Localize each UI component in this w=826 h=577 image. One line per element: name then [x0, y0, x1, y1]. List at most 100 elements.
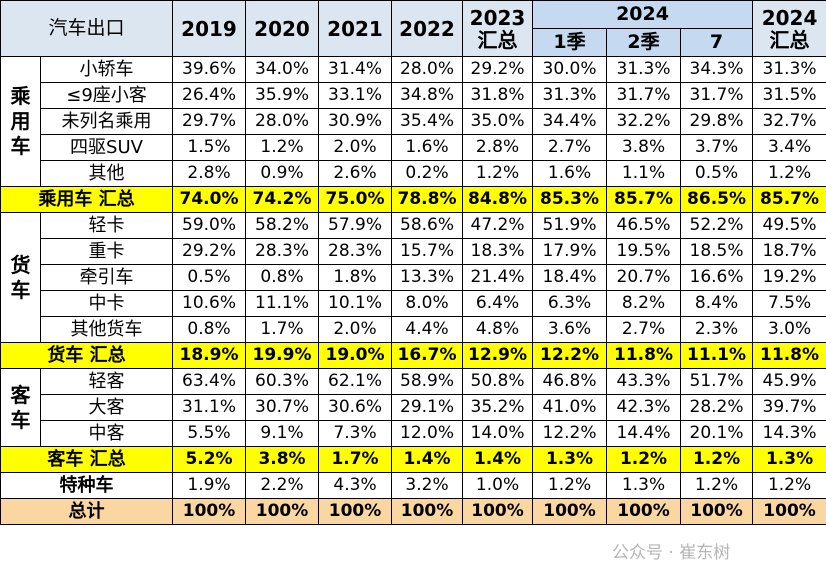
data-row: 牵引车 0.5% 0.8% 1.8% 13.3% 21.4% 18.4% 20.7% 16.6%… — [1, 264, 826, 291]
value-cell: 51.7% — [680, 368, 754, 395]
value-cell: 34.8% — [391, 82, 464, 109]
header-cell: 2019 — [172, 0, 247, 57]
value-cell: 28.3% — [318, 238, 393, 265]
value-cell: 3.0% — [752, 316, 826, 343]
value-cell: 31.5% — [752, 82, 826, 109]
header-cell: 2季 — [606, 28, 682, 57]
value-cell: 8.0% — [391, 290, 464, 317]
row-label: 乘用车 汇总 — [0, 186, 174, 213]
value-cell: 63.4% — [172, 368, 247, 395]
value-cell: 78.8% — [391, 186, 464, 213]
value-cell: 41.0% — [532, 394, 608, 421]
value-cell: 0.5% — [172, 264, 247, 291]
value-cell: 100% — [462, 498, 534, 525]
subtotal-row: 货车 汇总 18.9% 19.9% 19.0% 16.7% 12.9% 12.2% 11.8%… — [0, 342, 826, 369]
value-cell: 58.9% — [391, 368, 464, 395]
value-cell: 8.2% — [606, 290, 682, 317]
header-cell: 2024 汇总 — [752, 0, 826, 57]
header-cell: 1季 — [532, 28, 608, 57]
data-row: 中客 5.5% 9.1% 7.3% 12.0% 14.0% 12.2% 14.4% 20.1% 1… — [1, 420, 826, 447]
value-cell: 100% — [606, 498, 682, 525]
value-cell: 2.8% — [172, 160, 247, 187]
value-cell: 19.2% — [752, 264, 826, 291]
value-cell: 74.0% — [172, 186, 247, 213]
value-cell: 75.0% — [318, 186, 393, 213]
value-cell: 100% — [172, 498, 247, 525]
value-cell: 18.9% — [172, 342, 247, 369]
value-cell: 12.2% — [532, 342, 608, 369]
header-line: 2023 — [469, 5, 526, 30]
value-cell: 16.7% — [391, 342, 464, 369]
subtotal-row: 乘用车 汇总 74.0% 74.2% 75.0% 78.8% 84.8% 85.3% 85.7… — [0, 186, 826, 213]
value-cell: 1.2% — [752, 160, 826, 187]
value-cell: 59.0% — [172, 212, 247, 239]
value-cell: 100% — [391, 498, 464, 525]
value-cell: 35.2% — [462, 394, 534, 421]
value-cell: 1.6% — [391, 134, 464, 161]
value-cell: 100% — [318, 498, 393, 525]
watermark: 公众号 · 崔东树 — [612, 543, 731, 563]
row-label: 特种车 — [0, 472, 174, 499]
header-line: 2024 — [761, 5, 818, 30]
value-cell: 11.1% — [680, 342, 754, 369]
value-cell: 29.1% — [391, 394, 464, 421]
value-cell: 3.6% — [532, 316, 608, 343]
value-cell: 34.0% — [245, 56, 320, 83]
total-row: 总计 100% 100% 100% 100% 100% 100% 100% 100% 100% — [0, 498, 826, 525]
value-cell: 12.0% — [391, 420, 464, 447]
value-cell: 60.3% — [245, 368, 320, 395]
value-cell: 100% — [245, 498, 320, 525]
value-cell: 20.1% — [680, 420, 754, 447]
value-cell: 2.8% — [462, 134, 534, 161]
value-cell: 33.1% — [318, 82, 393, 109]
value-cell: 30.7% — [245, 394, 320, 421]
value-cell: 100% — [532, 498, 608, 525]
group-label: 货车 — [0, 212, 41, 343]
value-cell: 6.3% — [532, 290, 608, 317]
value-cell: 9.1% — [245, 420, 320, 447]
value-cell: 0.5% — [680, 160, 754, 187]
value-cell: 31.4% — [318, 56, 393, 83]
value-cell: 18.4% — [532, 264, 608, 291]
header-cell: 2023 汇总 — [462, 0, 534, 57]
value-cell: 42.3% — [606, 394, 682, 421]
export-share-table: 汽车出口 2019 2020 2021 2022 2023 汇总 2024 2024 汇总 1季 2季… — [0, 0, 826, 525]
value-cell: 18.7% — [752, 238, 826, 265]
value-cell: 14.4% — [606, 420, 682, 447]
value-cell: 0.8% — [172, 316, 247, 343]
row-label: 小轿车 — [39, 56, 174, 83]
value-cell: 14.3% — [752, 420, 826, 447]
data-row: 乘用车 小轿车 39.6% 34.0% 31.4% 28.0% 29.2% 30.0% 31.3… — [0, 56, 826, 187]
value-cell: 1.3% — [752, 446, 826, 473]
row-label: 重卡 — [39, 238, 174, 265]
value-cell: 10.6% — [172, 290, 247, 317]
value-cell: 2.6% — [318, 160, 393, 187]
value-cell: 7.5% — [752, 290, 826, 317]
header-row: 汽车出口 2019 2020 2021 2022 2023 汇总 2024 2024 汇总 — [0, 0, 826, 57]
value-cell: 5.2% — [172, 446, 247, 473]
value-cell: 58.6% — [391, 212, 464, 239]
value-cell: 31.1% — [172, 394, 247, 421]
value-cell: 31.3% — [606, 56, 682, 83]
value-cell: 30.0% — [532, 56, 608, 83]
value-cell: 31.7% — [606, 82, 682, 109]
value-cell: 35.0% — [462, 108, 534, 135]
value-cell: 4.8% — [462, 316, 534, 343]
value-cell: 26.4% — [172, 82, 247, 109]
row-label: 客车 汇总 — [0, 446, 174, 473]
header-cell: 2022 — [391, 0, 464, 57]
row-label: 轻客 — [39, 368, 174, 395]
value-cell: 1.7% — [245, 316, 320, 343]
value-cell: 1.7% — [318, 446, 393, 473]
value-cell: 31.7% — [680, 82, 754, 109]
group-label: 乘用车 — [0, 56, 41, 187]
value-cell: 1.4% — [462, 446, 534, 473]
value-cell: 2.0% — [318, 134, 393, 161]
value-cell: 50.8% — [462, 368, 534, 395]
value-cell: 57.9% — [318, 212, 393, 239]
data-row: 大客 31.1% 30.7% 30.6% 29.1% 35.2% 41.0% 42.3% 28.… — [1, 394, 826, 421]
value-cell: 3.8% — [606, 134, 682, 161]
value-cell: 29.7% — [172, 108, 247, 135]
value-cell: 28.0% — [391, 56, 464, 83]
value-cell: 3.8% — [245, 446, 320, 473]
